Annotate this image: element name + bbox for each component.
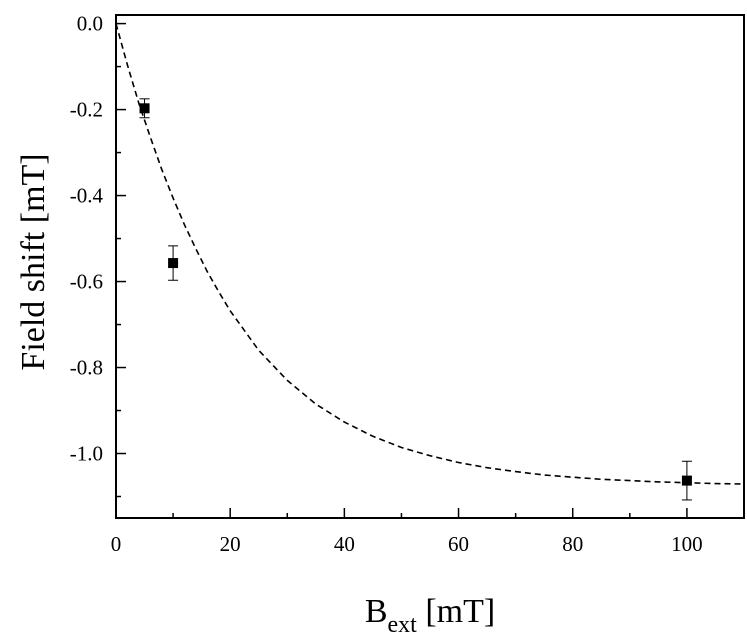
data-point [139, 98, 150, 119]
data-point [681, 460, 692, 501]
x-axis-title: Bext [mT] [365, 593, 495, 638]
fit-curve-layer [115, 23, 745, 485]
x-tick-label: 100 [671, 532, 703, 556]
square-marker [681, 475, 692, 486]
x-axis-ticks [115, 508, 745, 518]
y-tick-label: -0.8 [70, 356, 103, 380]
y-tick-label: -1.0 [70, 442, 103, 466]
plot-frame [115, 14, 745, 519]
x-tick-label: 80 [562, 532, 583, 556]
y-axis-ticks [116, 22, 126, 498]
square-marker [139, 103, 150, 114]
y-axis-tick-labels: 0.0 -0.2 -0.4 -0.6 -0.8 -1.0 [70, 12, 104, 466]
y-tick-label: -0.6 [70, 270, 103, 294]
y-tick-label: 0.0 [77, 12, 103, 36]
x-axis-title-main: B [365, 593, 388, 630]
y-tick-label: -0.4 [70, 184, 104, 208]
x-axis-title-unit: [mT] [417, 593, 495, 630]
data-points-layer [139, 98, 692, 501]
y-tick-label: -0.2 [70, 98, 103, 122]
x-tick-label: 60 [448, 532, 469, 556]
x-tick-label: 0 [111, 532, 122, 556]
y-axis-title: Field shift [mT] [15, 153, 52, 370]
x-axis-tick-labels: 0 20 40 60 80 100 [111, 532, 703, 556]
x-axis-title-subscript: ext [388, 612, 418, 638]
x-tick-label: 40 [334, 532, 355, 556]
fit-curve-line [115, 23, 745, 485]
x-tick-label: 20 [220, 532, 241, 556]
data-point [168, 245, 179, 281]
square-marker [168, 258, 179, 269]
